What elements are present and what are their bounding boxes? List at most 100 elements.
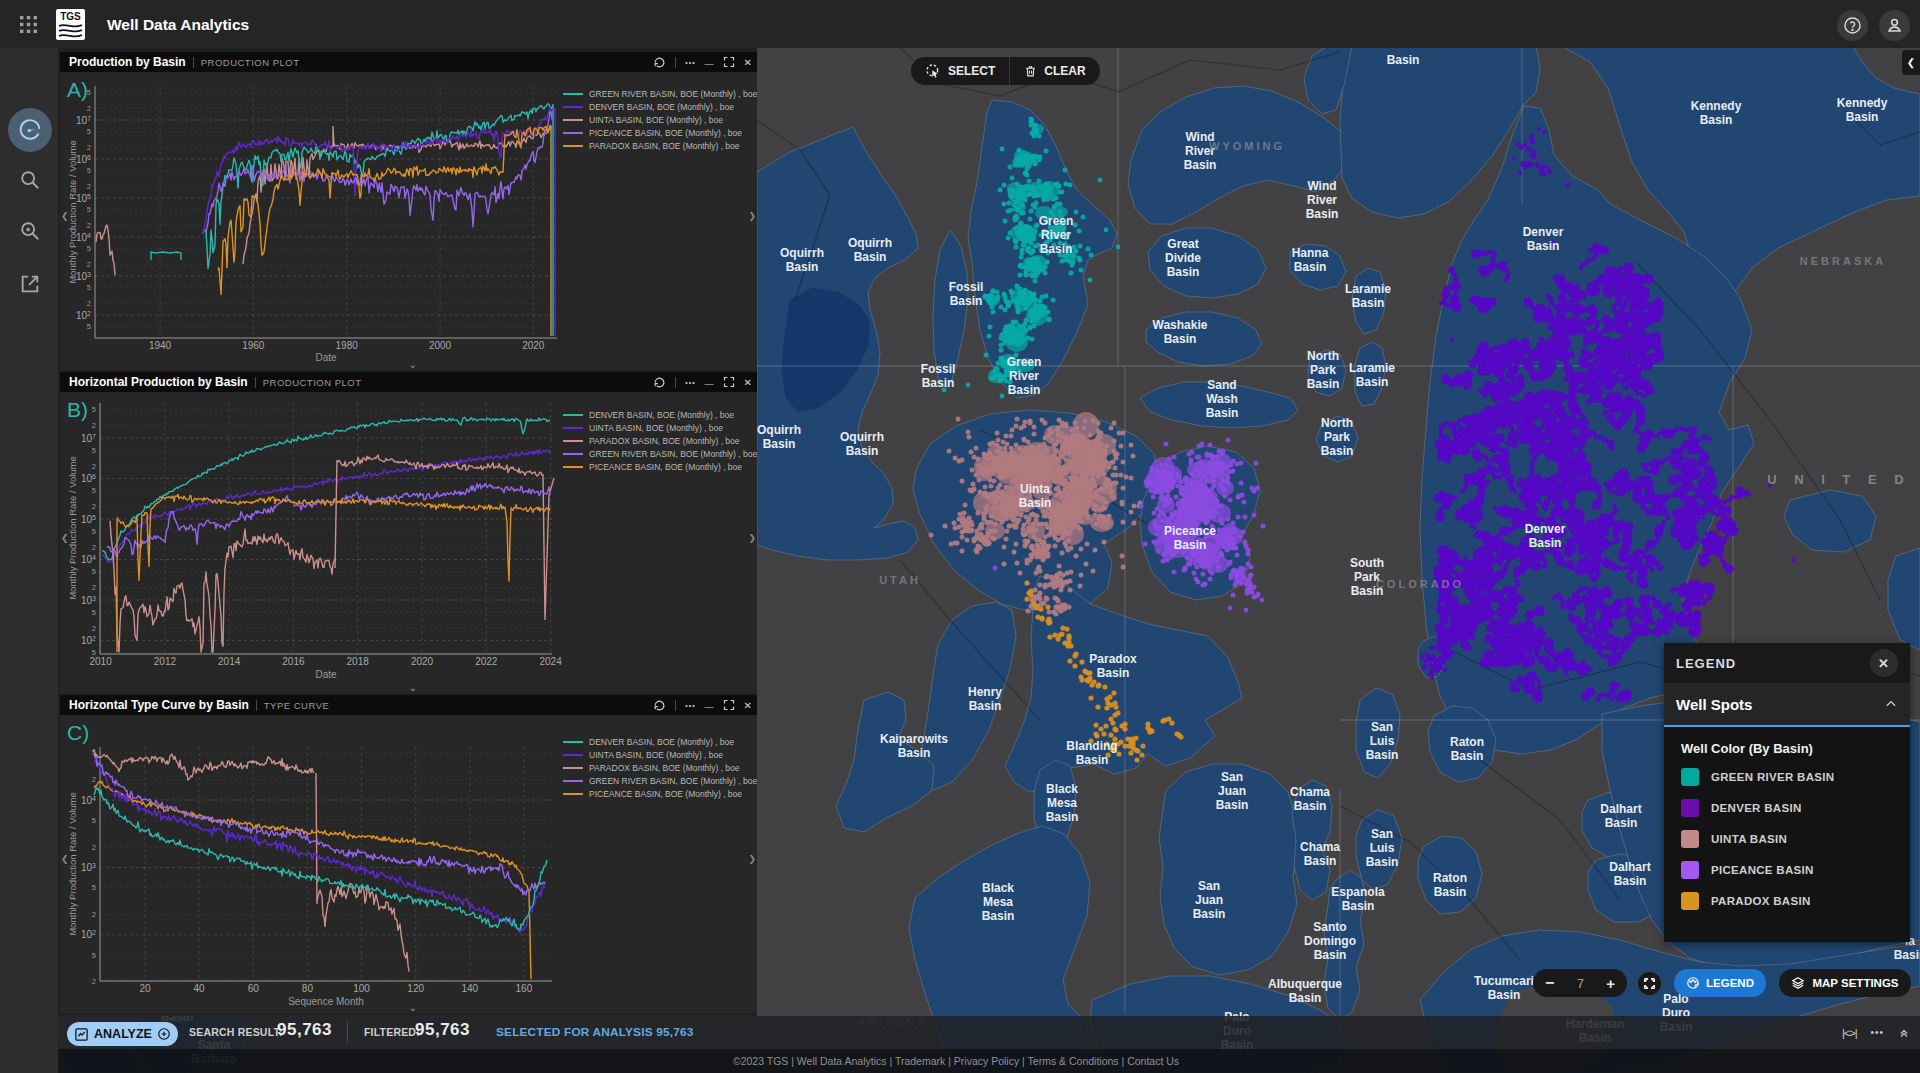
svg-text:Basin: Basin xyxy=(969,699,1002,713)
svg-text:Denver: Denver xyxy=(1523,225,1564,239)
svg-text:Luis: Luis xyxy=(1370,841,1395,855)
svg-text:Basin: Basin xyxy=(1184,158,1217,172)
svg-text:Basin: Basin xyxy=(1366,855,1399,869)
svg-text:Fossil: Fossil xyxy=(921,362,956,376)
svg-text:COLORADO: COLORADO xyxy=(1376,578,1464,590)
svg-text:Oquirrh: Oquirrh xyxy=(780,246,824,260)
svg-text:Basin: Basin xyxy=(763,437,796,451)
svg-text:Henry: Henry xyxy=(968,685,1002,699)
svg-text:Uinta: Uinta xyxy=(1020,482,1050,496)
svg-text:Basin: Basin xyxy=(1434,885,1467,899)
svg-text:Basin: Basin xyxy=(1306,207,1339,221)
svg-text:River: River xyxy=(1307,193,1337,207)
svg-text:Basin: Basin xyxy=(1352,296,1385,310)
svg-text:Basin: Basin xyxy=(1314,948,1347,962)
svg-text:Basin: Basin xyxy=(1614,874,1647,888)
svg-text:Santo: Santo xyxy=(1313,920,1346,934)
svg-text:Basin: Basin xyxy=(1451,749,1484,763)
svg-text:Laramie: Laramie xyxy=(1349,361,1395,375)
svg-text:Basin: Basin xyxy=(786,260,819,274)
svg-text:Wind: Wind xyxy=(1307,179,1336,193)
svg-text:South: South xyxy=(1350,556,1384,570)
svg-text:Raton: Raton xyxy=(1450,735,1484,749)
svg-text:Juan: Juan xyxy=(1218,784,1246,798)
svg-text:Sand: Sand xyxy=(1207,378,1236,392)
svg-text:Basin: Basin xyxy=(1307,377,1340,391)
svg-text:Washakie: Washakie xyxy=(1153,318,1208,332)
svg-text:North: North xyxy=(1307,349,1339,363)
svg-text:Juan: Juan xyxy=(1195,893,1223,907)
svg-text:Basin: Basin xyxy=(846,444,879,458)
svg-text:San: San xyxy=(1221,770,1243,784)
svg-text:Basin: Basin xyxy=(922,376,955,390)
svg-text:Basin: Basin xyxy=(1366,748,1399,762)
svg-text:Green: Green xyxy=(1007,355,1042,369)
svg-text:Basin: Basin xyxy=(1097,666,1130,680)
svg-text:Basin: Basin xyxy=(950,294,983,308)
svg-text:Basin: Basin xyxy=(1488,988,1521,1002)
svg-text:Basin: Basin xyxy=(982,909,1015,923)
svg-text:Kaiparowits: Kaiparowits xyxy=(880,732,948,746)
svg-text:Blanding: Blanding xyxy=(1066,739,1117,753)
svg-text:San: San xyxy=(1198,879,1220,893)
svg-text:UTAH: UTAH xyxy=(879,574,921,586)
svg-text:Kennedy: Kennedy xyxy=(1691,99,1742,113)
svg-text:Basin: Basin xyxy=(1206,406,1239,420)
svg-text:Laramie: Laramie xyxy=(1345,282,1391,296)
svg-text:Espanola: Espanola xyxy=(1331,885,1385,899)
svg-text:Albuquerque: Albuquerque xyxy=(1268,977,1342,991)
svg-text:Basin: Basin xyxy=(1846,110,1879,124)
svg-text:Raton: Raton xyxy=(1433,871,1467,885)
svg-text:Divide: Divide xyxy=(1165,251,1201,265)
svg-text:Basin: Basin xyxy=(1216,798,1249,812)
svg-text:Great: Great xyxy=(1167,237,1198,251)
svg-text:Basin: Basin xyxy=(1167,265,1200,279)
svg-text:River: River xyxy=(1009,369,1039,383)
svg-text:Wash: Wash xyxy=(1206,392,1238,406)
svg-text:Basin: Basin xyxy=(1164,332,1197,346)
svg-text:Basin: Basin xyxy=(898,746,931,760)
svg-text:Oquirrh: Oquirrh xyxy=(848,236,892,250)
svg-text:Basin: Basin xyxy=(1174,538,1207,552)
svg-text:Black: Black xyxy=(1046,782,1078,796)
svg-text:Mesa: Mesa xyxy=(983,895,1013,909)
svg-text:Basin: Basin xyxy=(1321,444,1354,458)
svg-text:Domingo: Domingo xyxy=(1304,934,1356,948)
svg-text:Basin: Basin xyxy=(1289,991,1322,1005)
svg-text:River: River xyxy=(1041,228,1071,242)
svg-text:Basin: Basin xyxy=(1019,496,1052,510)
svg-text:Dalhart: Dalhart xyxy=(1600,802,1641,816)
svg-text:Basin: Basin xyxy=(1894,948,1920,962)
svg-text:Luis: Luis xyxy=(1370,734,1395,748)
svg-text:Piceance: Piceance xyxy=(1164,524,1216,538)
svg-text:Basin: Basin xyxy=(1008,383,1041,397)
svg-text:Basin: Basin xyxy=(1387,53,1420,67)
svg-text:Dalhart: Dalhart xyxy=(1609,860,1650,874)
svg-text:Basin: Basin xyxy=(1356,375,1389,389)
svg-text:Kennedy: Kennedy xyxy=(1837,96,1888,110)
svg-text:Tucumcari: Tucumcari xyxy=(1474,974,1534,988)
svg-text:Basin: Basin xyxy=(1294,260,1327,274)
svg-text:Basin: Basin xyxy=(1700,113,1733,127)
svg-text:Basin: Basin xyxy=(1529,536,1562,550)
svg-text:Basin: Basin xyxy=(1342,899,1375,913)
svg-text:Mesa: Mesa xyxy=(1047,796,1077,810)
svg-text:Fossil: Fossil xyxy=(949,280,984,294)
svg-text:Hanna: Hanna xyxy=(1292,246,1329,260)
svg-text:TGS: TGS xyxy=(60,11,81,22)
svg-text:Park: Park xyxy=(1324,430,1350,444)
svg-text:WYOMING: WYOMING xyxy=(1209,140,1285,152)
svg-text:Paradox: Paradox xyxy=(1089,652,1137,666)
svg-text:Basin: Basin xyxy=(1294,799,1327,813)
svg-text:North: North xyxy=(1321,416,1353,430)
svg-text:Basin: Basin xyxy=(1046,810,1079,824)
svg-text:Green: Green xyxy=(1039,214,1074,228)
svg-text:Basin: Basin xyxy=(1527,239,1560,253)
svg-text:Basin: Basin xyxy=(854,250,887,264)
svg-text:NEBRASKA: NEBRASKA xyxy=(1800,255,1886,267)
svg-text:Park: Park xyxy=(1310,363,1336,377)
svg-text:Basin: Basin xyxy=(1304,854,1337,868)
svg-text:Oquirrh: Oquirrh xyxy=(840,430,884,444)
svg-text:Basin: Basin xyxy=(1605,816,1638,830)
svg-text:Oquirrh: Oquirrh xyxy=(757,423,801,437)
